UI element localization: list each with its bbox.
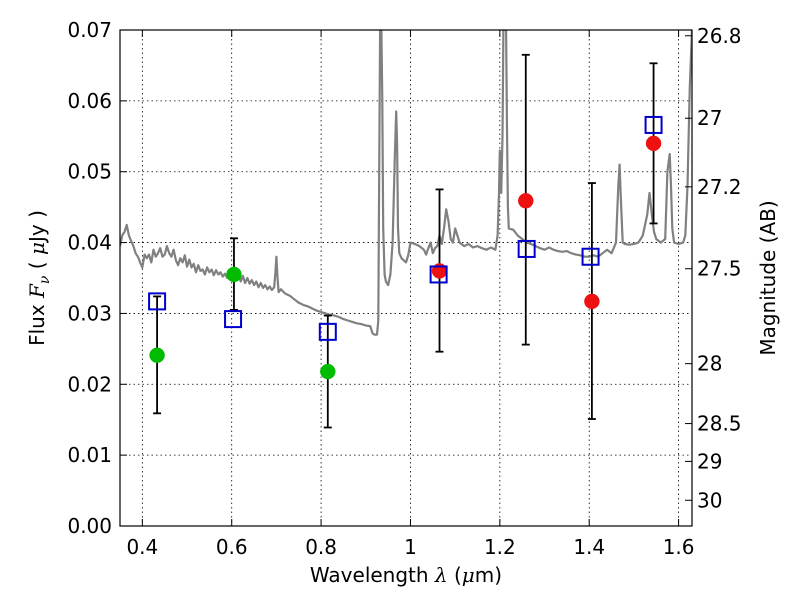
x-tick-label: 1.2 <box>484 535 516 559</box>
y-tick-label: 0.07 <box>67 18 112 42</box>
plot-frame <box>119 29 693 527</box>
observed-green-point <box>320 363 336 380</box>
y2-tick-label: 28.5 <box>697 412 742 436</box>
y-tick-label: 0.00 <box>67 514 112 538</box>
x-tick-label: 1.4 <box>573 535 605 559</box>
observed-red-point <box>645 135 662 152</box>
model-photometry-point <box>644 115 663 134</box>
x-axis-label: Wavelength λ (μm) <box>310 563 502 587</box>
plot-area <box>120 30 692 526</box>
observed-red-point <box>518 193 534 209</box>
y-tick-label: 0.02 <box>67 372 112 396</box>
x-tick-label: 0.4 <box>126 535 158 559</box>
y-tick-label: 0.05 <box>67 160 112 184</box>
model-photometry-point <box>148 292 167 311</box>
y2-tick-label: 28 <box>697 352 722 376</box>
x-tick-label: 1 <box>404 535 417 559</box>
y2-axis-label: Magnitude (AB) <box>756 200 780 355</box>
data-layer <box>120 30 692 336</box>
y-tick-label: 0.06 <box>67 89 112 113</box>
y2-tick-label: 27.5 <box>697 257 742 281</box>
observed-green-point <box>149 347 165 363</box>
observed-green-point <box>226 266 242 283</box>
y-tick-label: 0.04 <box>67 231 112 255</box>
y-tick-label: 0.01 <box>67 443 112 467</box>
y-tick-label: 0.03 <box>67 301 112 325</box>
model-photometry-point <box>429 265 448 284</box>
y2-tick-label: 27 <box>697 106 722 130</box>
model-photometry-point <box>318 322 337 341</box>
y2-tick-label: 30 <box>697 488 722 512</box>
y2-tick-label: 26.8 <box>697 24 742 48</box>
y-axis-label: Flux Fν ( μJy ) <box>25 210 53 346</box>
model-photometry-point <box>581 247 600 266</box>
ticks: 0.4 0.6 0.8 1 1.2 1.4 1.6 0.00 0.01 0.02 0.03 0.04 0… <box>67 18 741 559</box>
x-tick-label: 0.6 <box>216 535 248 559</box>
x-tick-label: 0.8 <box>305 535 337 559</box>
y2-tick-label: 27.2 <box>697 175 742 199</box>
model-spectrum-line <box>120 30 692 336</box>
observed-red-point <box>584 293 600 310</box>
model-photometry-point <box>517 239 536 258</box>
y2-tick-label: 29 <box>697 449 722 473</box>
x-tick-label: 1.6 <box>663 535 695 559</box>
model-photometry-point <box>224 310 243 329</box>
errorbars <box>148 53 663 429</box>
